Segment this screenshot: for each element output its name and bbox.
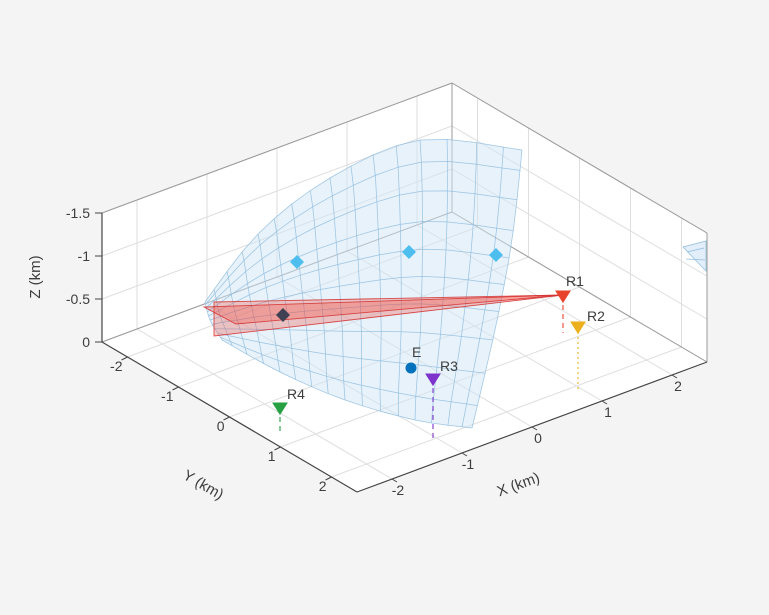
mesh-line-col <box>414 139 423 421</box>
marker-estimate-1 <box>276 308 290 322</box>
mesh-line-col <box>226 271 248 355</box>
x-tick-mark <box>601 400 608 405</box>
y-tick-label: -1 <box>161 388 174 404</box>
mesh-line-col <box>372 154 382 412</box>
marker-detections-1 <box>290 255 304 269</box>
mesh-line-col <box>461 147 504 427</box>
marker-label-R4: R4 <box>287 386 305 402</box>
x-tick-mark <box>671 374 678 379</box>
mesh-line-col <box>241 251 264 364</box>
z-tick-label: -0.5 <box>66 291 90 307</box>
marker-R3 <box>425 373 441 387</box>
x-tick-label: -2 <box>392 482 405 498</box>
aoa-fan-polygon <box>213 294 564 337</box>
x-tick-label: 0 <box>534 430 542 446</box>
marker-label-R2: R2 <box>587 308 605 324</box>
mesh-line-col <box>447 142 477 426</box>
mesh-line-col <box>273 218 296 380</box>
marker-E <box>405 362 417 374</box>
x-tick-label: 1 <box>604 404 612 420</box>
y-tick-label: 1 <box>268 448 276 464</box>
aoa-fan-polygon <box>202 294 564 325</box>
marker-detections-3 <box>489 248 503 262</box>
grid-line-floor-y <box>331 346 682 478</box>
mesh-line-col <box>395 145 402 417</box>
box-edge-top-left <box>101 82 453 214</box>
marker-label-R1: R1 <box>566 273 584 289</box>
y-tick-label: 0 <box>217 418 225 434</box>
x-tick-label: 2 <box>674 378 682 394</box>
mesh-line-patch <box>686 247 705 253</box>
marker-label-R3: R3 <box>440 358 458 374</box>
y-tick-label: -2 <box>110 358 123 374</box>
z-tick-label: 0 <box>82 334 90 350</box>
y-tick-mark <box>121 356 128 361</box>
box-edge-top-right <box>451 82 708 234</box>
mesh-line-col <box>329 177 346 401</box>
y-tick-label: 2 <box>319 478 327 494</box>
marker-R2 <box>570 321 586 335</box>
x-tick-mark <box>461 452 468 457</box>
y-tick-mark <box>274 446 281 451</box>
x-tick-mark <box>531 426 538 431</box>
y-tick-mark <box>223 416 230 421</box>
mesh-line-col <box>350 166 363 406</box>
x-tick-label: -1 <box>462 456 475 472</box>
mesh-line-patch <box>685 258 706 261</box>
z-tick-label: -1 <box>78 248 91 264</box>
marker-detections-2 <box>402 245 416 259</box>
z-tick-label: -1.5 <box>66 205 90 221</box>
z-axis-label: Z (km) <box>27 255 44 298</box>
x-tick-mark <box>391 478 398 483</box>
hyperboloid-surface-fill <box>205 139 522 428</box>
mesh-line-col <box>213 289 233 346</box>
y-tick-mark <box>172 386 179 391</box>
marker-R4 <box>272 402 288 416</box>
mesh-line-col <box>291 204 313 387</box>
y-tick-mark <box>325 476 332 481</box>
mesh-line-col <box>471 149 523 429</box>
marker-R1 <box>555 290 571 304</box>
marker-label-E: E <box>412 344 421 360</box>
mesh-line-col <box>309 190 329 394</box>
